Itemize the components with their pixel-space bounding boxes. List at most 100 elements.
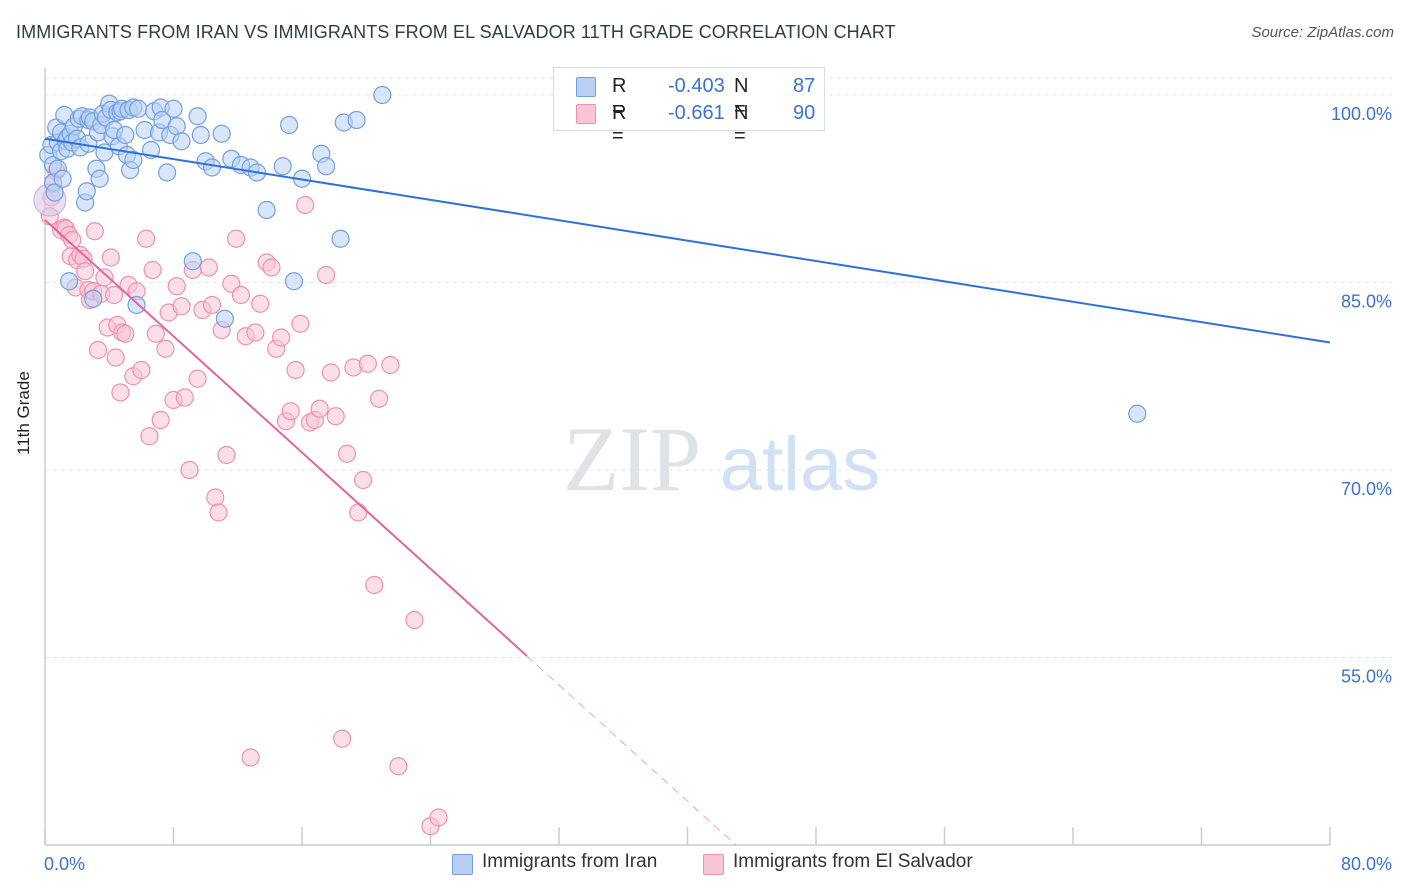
legend-r-value-iran: -0.403	[668, 75, 725, 97]
point-elsalvador	[262, 258, 281, 277]
y-tick-label: 85.0%	[1341, 292, 1392, 312]
x-tick-label-max: 80.0%	[1341, 854, 1392, 874]
point-elsalvador	[381, 355, 400, 375]
points-iran	[39, 85, 1147, 423]
point-elsalvador	[316, 265, 336, 285]
point-elsalvador	[206, 488, 225, 507]
point-iran	[212, 124, 231, 143]
point-iran	[202, 158, 222, 177]
point-elsalvador	[180, 460, 199, 480]
point-elsalvador	[151, 410, 170, 430]
legend-n-value-iran: 87	[793, 75, 816, 97]
point-elsalvador	[370, 389, 389, 408]
watermark-atlas: atlas	[720, 422, 881, 507]
point-elsalvador	[241, 748, 260, 767]
point-iran	[59, 272, 79, 291]
point-elsalvador	[111, 383, 130, 402]
point-iran	[1128, 404, 1147, 423]
trend-line-iran	[44, 137, 1331, 344]
y-tick-label: 55.0%	[1341, 667, 1392, 687]
bottom-legend-label-elsalvador: Immigrants from El Salvador	[733, 851, 973, 872]
bottom-legend-swatch-elsalvador	[703, 854, 724, 875]
point-elsalvador	[76, 262, 95, 281]
legend-r-label-elsalvador: R =	[612, 102, 627, 147]
point-iran	[157, 163, 177, 182]
y-axis-title: 11th Grade	[14, 371, 33, 455]
point-elsalvador	[389, 757, 408, 776]
point-elsalvador	[63, 230, 82, 250]
point-elsalvador	[217, 445, 236, 465]
point-elsalvador	[231, 285, 251, 305]
legend-swatch-elsalvador	[576, 104, 596, 124]
y-tick-label: 70.0%	[1341, 479, 1392, 499]
point-elsalvador	[251, 294, 270, 313]
watermark: ZIP atlas	[563, 408, 880, 510]
trend-line-elsalvador	[44, 219, 528, 657]
chart-title: IMMIGRANTS FROM IRAN VS IMMIGRANTS FROM …	[16, 22, 896, 42]
point-elsalvador	[167, 277, 186, 296]
point-elsalvador	[156, 339, 175, 358]
point-iran	[191, 125, 210, 145]
point-iran	[127, 295, 146, 315]
point-iran	[129, 99, 148, 118]
point-iran	[284, 272, 304, 291]
point-elsalvador	[246, 323, 265, 342]
point-elsalvador	[101, 248, 120, 267]
legend-r-label-iran: R =	[612, 75, 627, 120]
point-elsalvador	[143, 260, 162, 280]
point-elsalvador	[405, 610, 424, 630]
point-elsalvador	[116, 324, 135, 343]
point-iran	[183, 252, 202, 271]
point-iran	[90, 169, 109, 188]
point-iran	[124, 150, 143, 170]
point-elsalvador	[95, 268, 114, 287]
legend-n-label-iran: N =	[734, 75, 749, 120]
point-elsalvador	[188, 369, 207, 388]
legend-swatch-iran	[576, 77, 596, 97]
point-elsalvador	[291, 314, 310, 333]
point-elsalvador	[321, 363, 341, 382]
watermark-zip: ZIP	[563, 408, 701, 510]
point-iran	[215, 309, 234, 328]
point-elsalvador	[353, 470, 373, 490]
point-iran	[172, 132, 191, 151]
point-iran	[45, 183, 64, 202]
y-tick-label: 100.0%	[1331, 104, 1392, 124]
point-iran	[257, 200, 276, 220]
point-elsalvador	[358, 354, 377, 373]
point-elsalvador	[286, 360, 305, 380]
point-elsalvador	[88, 340, 108, 360]
trend-line-elsalvador-extension	[526, 655, 737, 846]
point-elsalvador	[85, 222, 104, 241]
point-elsalvador	[333, 729, 352, 748]
point-elsalvador	[227, 229, 246, 248]
legend-n-value-elsalvador: 90	[793, 102, 816, 124]
point-elsalvador	[310, 399, 329, 418]
point-elsalvador	[337, 444, 357, 463]
point-iran	[53, 169, 72, 188]
point-iran	[164, 99, 183, 118]
point-iran	[77, 182, 96, 201]
trend-lines	[44, 137, 1331, 846]
stats-legend: R = -0.403 N = 87 R = -0.661 N = 90	[553, 67, 825, 147]
point-elsalvador	[132, 360, 151, 380]
legend-r-value-elsalvador: -0.661	[668, 102, 725, 124]
points-elsalvador	[33, 162, 448, 836]
point-elsalvador	[175, 388, 194, 407]
point-iran	[167, 117, 186, 136]
point-elsalvador	[106, 348, 125, 367]
point-iran	[188, 107, 207, 126]
point-elsalvador	[202, 295, 222, 315]
point-iran	[347, 110, 366, 130]
point-elsalvador	[296, 195, 315, 215]
point-elsalvador	[172, 297, 191, 316]
tick-labels: 55.0% 70.0% 85.0% 100.0% 0.0% 80.0%	[44, 104, 1392, 874]
point-elsalvador	[140, 427, 159, 446]
point-elsalvador	[272, 328, 291, 347]
source-credit: Source: ZipAtlas.com	[1251, 24, 1394, 41]
x-tick-label-min: 0.0%	[44, 854, 85, 874]
point-iran	[331, 229, 350, 248]
point-elsalvador	[146, 324, 165, 343]
legend-n-label-elsalvador: N =	[734, 102, 749, 147]
